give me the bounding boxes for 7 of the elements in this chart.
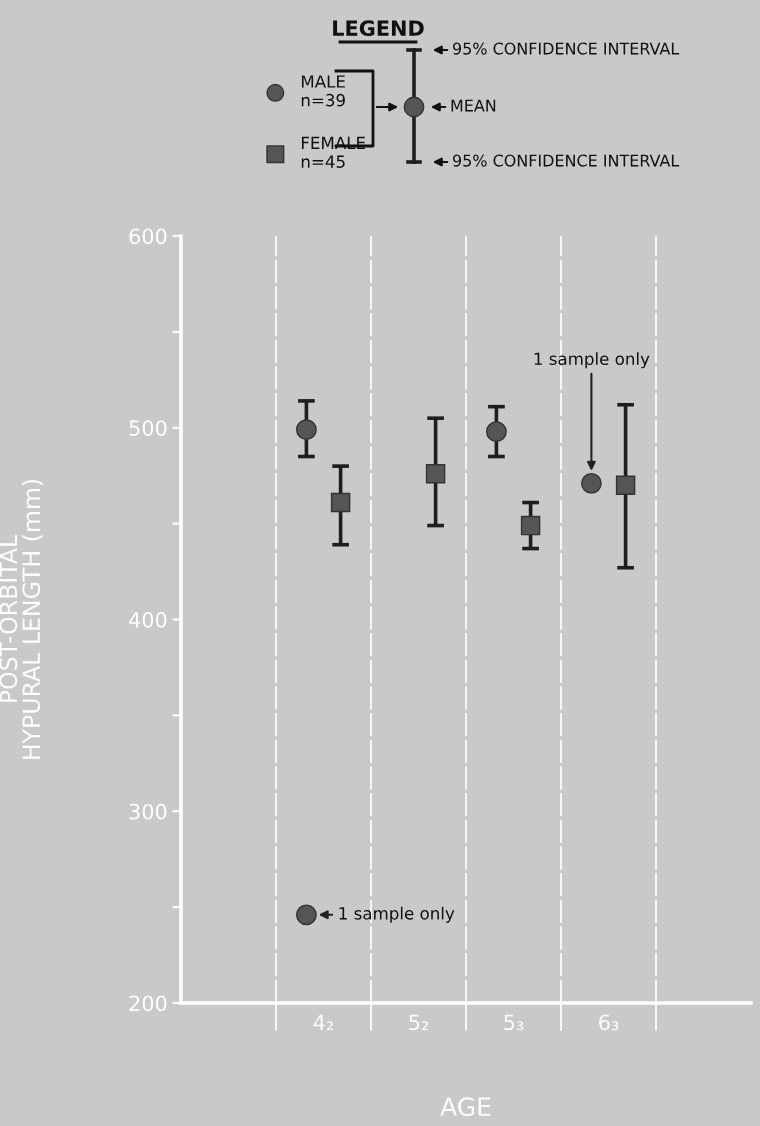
legend-title: LEGEND <box>333 20 424 37</box>
annotation: 1 sample only <box>534 352 650 369</box>
text: 95% CONFIDENCE INTERVAL <box>453 42 680 55</box>
annotation: 1 sample only <box>339 906 455 923</box>
legend-label: MALE n=39 <box>301 75 345 107</box>
text: 95% CONFIDENCE INTERVAL <box>453 154 680 167</box>
text: MEAN <box>451 99 496 112</box>
